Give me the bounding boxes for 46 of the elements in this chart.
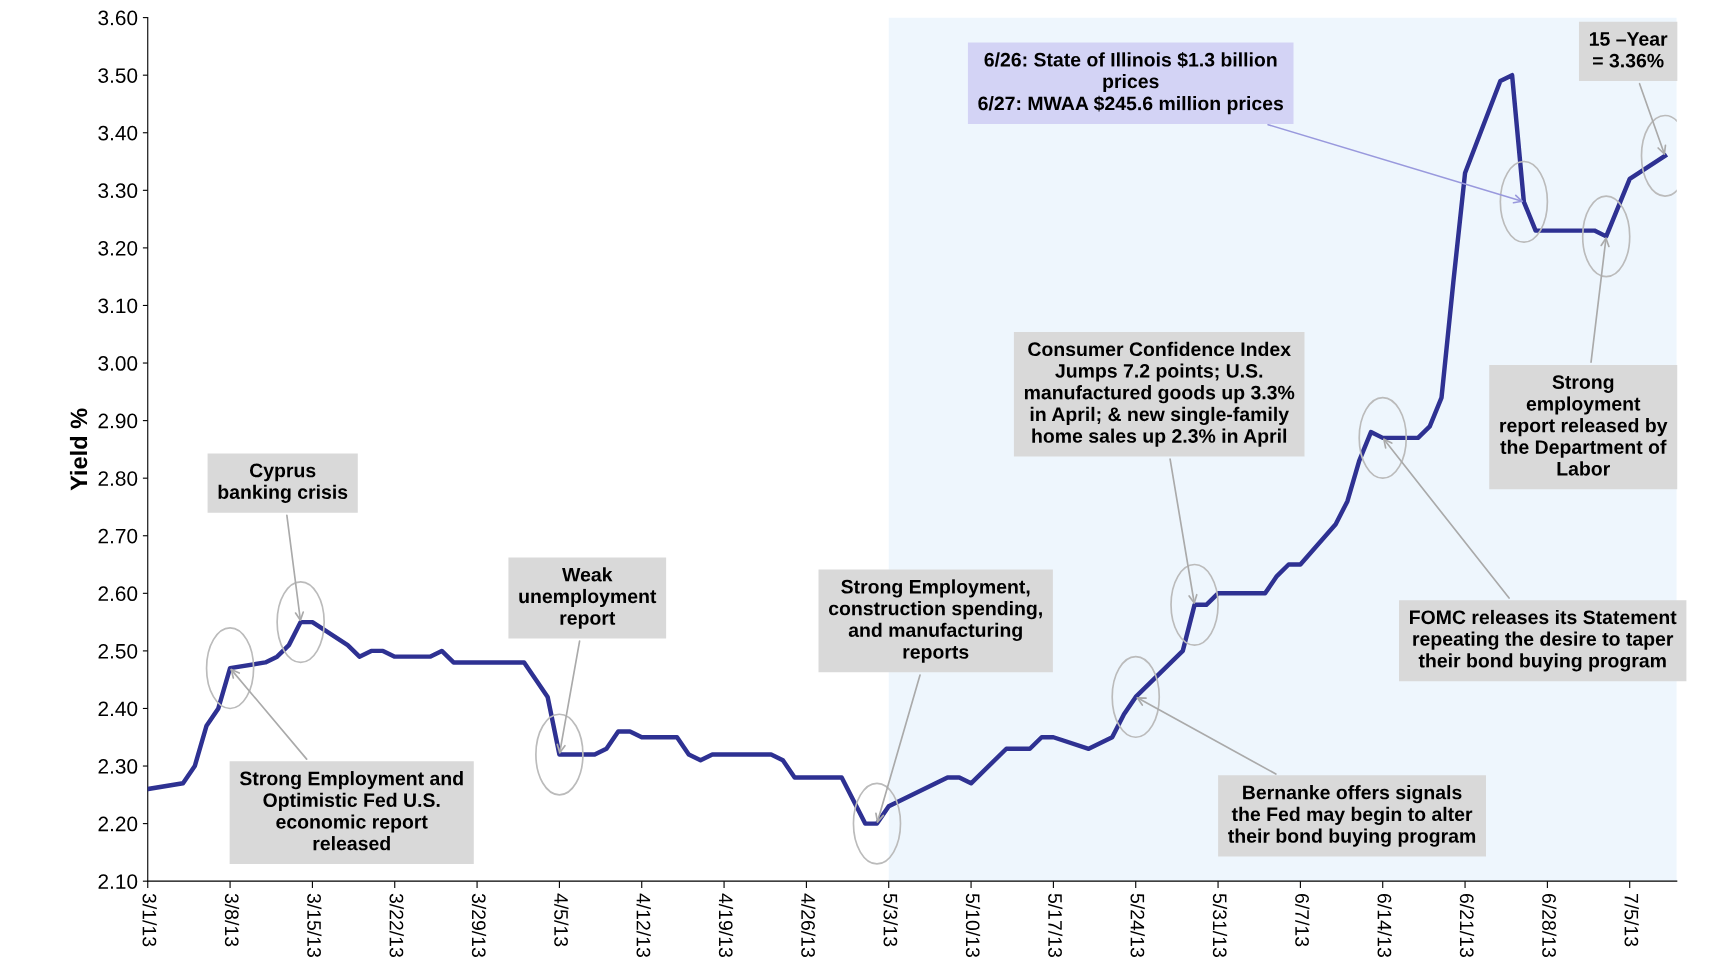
x-tick-label: 5/3/13 xyxy=(883,893,898,947)
y-tick-label: 3.60 xyxy=(98,10,138,26)
x-tick-label: 4/19/13 xyxy=(718,893,734,957)
x-tick-label: 5/24/13 xyxy=(1130,893,1145,957)
x-tick-label: 6/21/13 xyxy=(1459,893,1475,957)
annotation: Consumer Confidence Index Jumps 7.2 points; U.S. manufactured goods up 3.3% in April; & new single-family home sales up 2.3% in April xyxy=(1024,341,1295,447)
y-tick-label: 2.70 xyxy=(98,528,138,544)
x-tick-label: 6/7/13 xyxy=(1295,893,1310,947)
y-tick-label: 2.20 xyxy=(98,816,138,832)
y-tick-label: 2.80 xyxy=(98,471,138,486)
y-tick-label: 2.30 xyxy=(98,759,138,774)
y-tick-label: 3.20 xyxy=(98,240,138,256)
x-tick-label: 7/5/13 xyxy=(1624,893,1639,947)
annotation: Strong employment report released by the Department of Labor xyxy=(1500,375,1668,476)
y-tick-label: 3.40 xyxy=(98,125,138,141)
y-tick-label: 2.50 xyxy=(98,643,138,659)
annotation: 15 –Year = 3.36% xyxy=(1589,32,1668,68)
x-tick-label: 4/5/13 xyxy=(554,893,569,947)
x-tick-label: 6/14/13 xyxy=(1377,893,1392,957)
x-tick-label: 3/1/13 xyxy=(142,893,157,947)
y-tick-label: 2.60 xyxy=(98,586,138,602)
x-tick-label: 3/8/13 xyxy=(224,893,240,947)
annotation: Strong Employment and Optimistic Fed U.S. economic report released xyxy=(239,771,463,851)
x-tick-label: 4/26/13 xyxy=(801,893,816,957)
annotation: FOMC releases its Statement repeating the desire to taper their bond buying program xyxy=(1410,609,1677,672)
x-tick-label: 5/31/13 xyxy=(1212,893,1228,957)
y-tick-label: 2.90 xyxy=(98,413,138,429)
x-tick-label: 5/17/13 xyxy=(1048,893,1063,957)
y-tick-label: 2.10 xyxy=(98,874,138,889)
y-axis-title: Yield % xyxy=(69,408,88,491)
x-tick-label: 3/15/13 xyxy=(307,893,322,957)
x-tick-label: 5/10/13 xyxy=(965,893,981,957)
annotation: 6/26: State of Illinois $1.3 billion prices 6/27: MWAA $245.6 million prices xyxy=(978,51,1284,115)
x-tick-label: 4/12/13 xyxy=(636,893,651,957)
y-tick-label: 2.40 xyxy=(98,701,138,717)
annotation: Weak unemployment report xyxy=(519,567,657,629)
y-tick-label: 3.10 xyxy=(98,298,138,314)
annotation: Strong Employment, construction spending, and manufacturing reports xyxy=(828,579,1042,663)
y-tick-label: 3.30 xyxy=(98,183,138,199)
y-tick-label: 3.50 xyxy=(98,68,138,83)
x-tick-label: 3/29/13 xyxy=(471,893,487,957)
x-tick-label: 6/28/13 xyxy=(1542,893,1557,957)
x-tick-label: 3/22/13 xyxy=(389,893,404,957)
y-tick-label: 3.00 xyxy=(98,356,138,371)
annotation: Bernanke offers signals the Fed may begin to alter their bond buying program xyxy=(1228,785,1476,847)
annotation: Cyprus banking crisis xyxy=(218,463,348,503)
